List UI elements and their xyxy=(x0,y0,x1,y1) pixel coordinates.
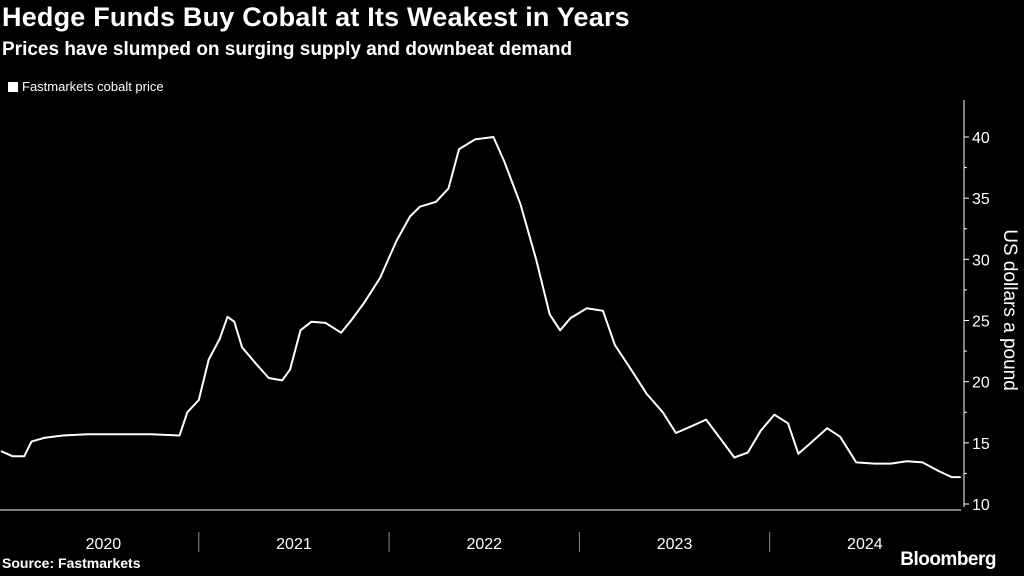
x-tick-label: 2024 xyxy=(847,536,883,553)
bloomberg-logo: Bloomberg xyxy=(900,549,996,570)
x-tick-label: 2020 xyxy=(86,536,122,553)
chart-subtitle: Prices have slumped on surging supply an… xyxy=(2,39,573,60)
legend-label: Fastmarkets cobalt price xyxy=(22,79,164,94)
y-tick-label: 35 xyxy=(972,191,990,208)
y-tick-label: 15 xyxy=(972,436,990,453)
x-tick-label: 2021 xyxy=(276,536,312,553)
legend: Fastmarkets cobalt price xyxy=(8,79,164,94)
y-tick-label: 20 xyxy=(972,375,990,392)
x-tick-label: 2022 xyxy=(466,536,502,553)
y-axis-label: US dollars a pound xyxy=(999,229,1020,391)
x-axis: 2020 2021 2022 2023 2024 xyxy=(0,509,961,553)
chart-title: Hedge Funds Buy Cobalt at Its Weakest in… xyxy=(2,2,630,32)
series-line-cobalt-price xyxy=(0,136,961,479)
source-note: Source: Fastmarkets xyxy=(2,555,141,571)
y-tick-label: 10 xyxy=(972,497,990,514)
legend-swatch xyxy=(8,81,18,92)
y-tick-label: 30 xyxy=(972,252,990,269)
y-tick-label: 25 xyxy=(972,314,990,331)
y-tick-label: 40 xyxy=(972,130,990,147)
x-tick-label: 2023 xyxy=(657,536,693,553)
plot-area xyxy=(0,136,961,479)
y-axis: 10 15 20 25 30 35 40 xyxy=(963,100,990,514)
